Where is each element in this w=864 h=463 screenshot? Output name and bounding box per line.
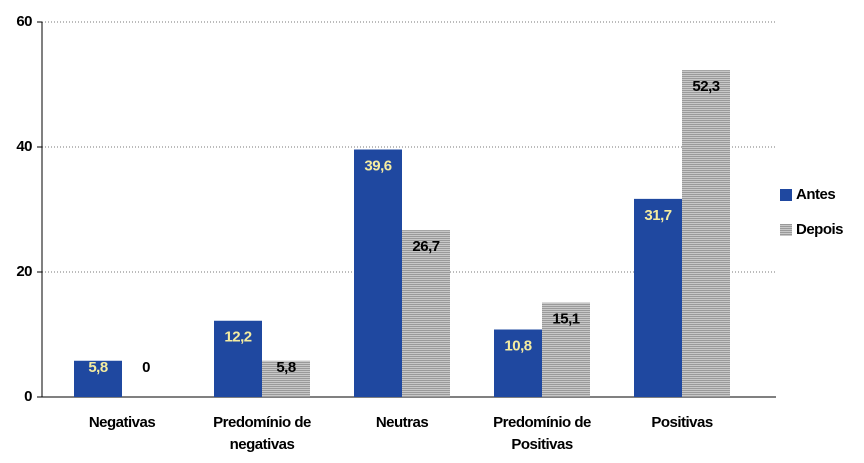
x-tick-label: Predomínio de Positivas xyxy=(493,414,591,453)
x-tick-label: Negativas xyxy=(88,414,156,431)
bar xyxy=(354,149,402,397)
y-tick-label: 0 xyxy=(24,388,32,405)
bar xyxy=(494,329,542,397)
bar xyxy=(402,230,450,397)
value-label: 0 xyxy=(142,359,150,376)
value-label: 31,7 xyxy=(644,207,671,224)
bar xyxy=(542,302,590,397)
y-tick-label: 40 xyxy=(16,138,32,155)
y-tick-label: 60 xyxy=(16,13,32,30)
value-label: 26,7 xyxy=(412,238,439,255)
x-tick-label: Neutras xyxy=(375,414,429,431)
y-tick-label: 20 xyxy=(16,263,32,280)
value-label: 12,2 xyxy=(224,329,251,346)
bar xyxy=(214,320,262,397)
legend-swatch xyxy=(780,189,792,201)
value-label: 39,6 xyxy=(364,157,391,174)
x-tick-label: Predomínio de negativas xyxy=(213,414,311,453)
legend-label: Depois xyxy=(796,221,843,238)
legend-swatch xyxy=(780,224,792,236)
value-label: 10,8 xyxy=(504,337,531,354)
x-tick-label: Positivas xyxy=(651,414,713,431)
bar xyxy=(634,198,682,397)
value-label: 5,8 xyxy=(88,359,108,376)
value-label: 15,1 xyxy=(552,311,579,328)
bar xyxy=(682,70,730,397)
legend-label: Antes xyxy=(796,186,835,203)
value-label: 5,8 xyxy=(276,359,296,376)
bar xyxy=(262,360,310,397)
value-label: 52,3 xyxy=(692,78,719,95)
bar xyxy=(74,360,122,397)
